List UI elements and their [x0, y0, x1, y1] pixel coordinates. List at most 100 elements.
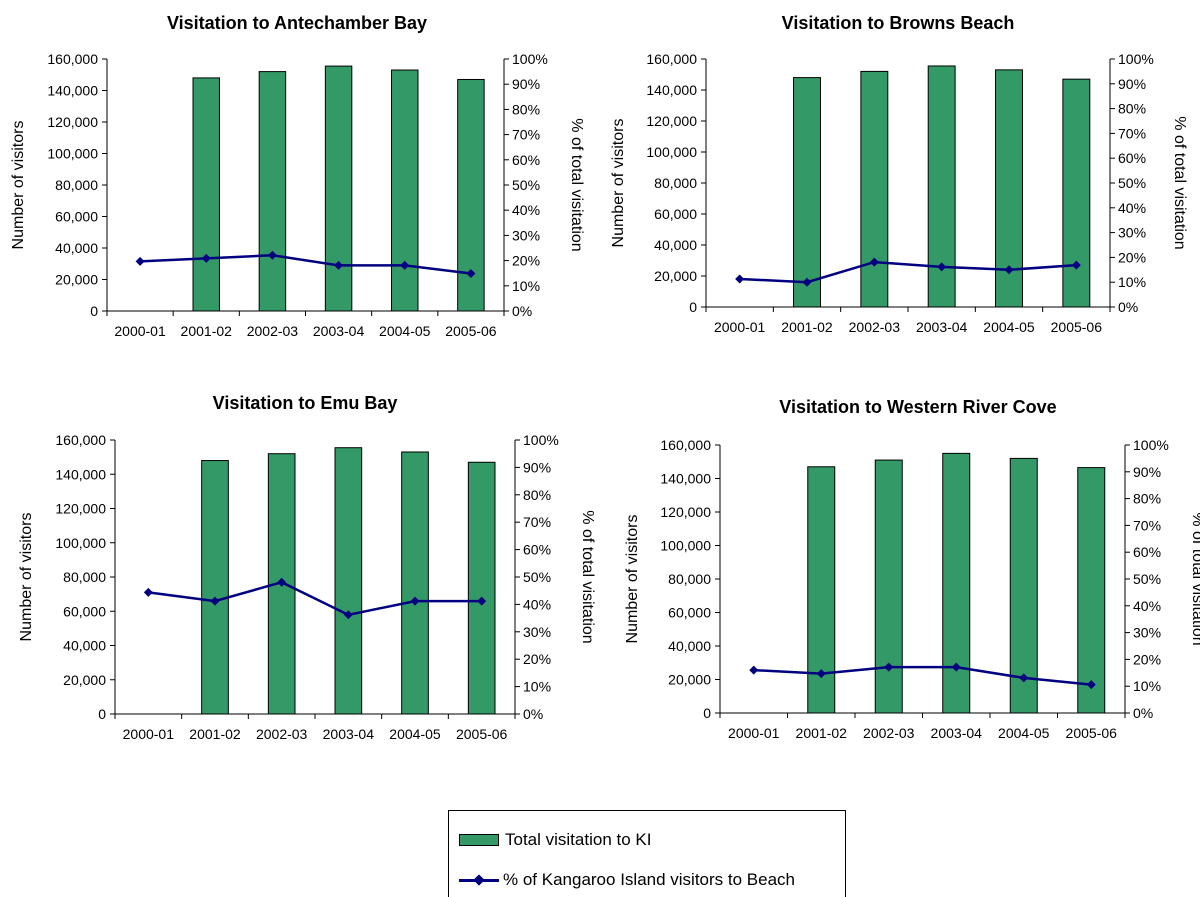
- y2-tick-label: 10%: [512, 278, 540, 294]
- line-point: [749, 665, 759, 675]
- y-tick-label: 80,000: [55, 177, 98, 193]
- x-tick-label: 2005-06: [445, 323, 497, 339]
- y-tick-label: 160,000: [55, 432, 106, 448]
- bar: [201, 460, 229, 715]
- y2-tick-label: 0%: [1118, 299, 1138, 315]
- y2-tick-label: 10%: [523, 679, 551, 695]
- y2-tick-label: 20%: [523, 651, 551, 667]
- line-point: [951, 662, 961, 672]
- line-point: [143, 587, 153, 597]
- x-tick-label: 2000-01: [714, 319, 766, 335]
- y-tick-label: 0: [90, 303, 98, 319]
- line-point: [400, 260, 410, 270]
- y-tick-label: 100,000: [646, 144, 697, 160]
- y2-tick-label: 20%: [512, 253, 540, 269]
- line-point: [1071, 260, 1081, 270]
- line-point: [466, 268, 476, 278]
- chart-panel-1: Visitation to Antechamber Bay 0 20,000 40,0…: [10, 13, 585, 339]
- line-point: [267, 250, 277, 260]
- y-tick-label: 160,000: [47, 51, 98, 67]
- y-tick-label: 0: [689, 299, 697, 315]
- line-point: [201, 253, 211, 263]
- y-axis-label: Number of visitors: [18, 513, 35, 642]
- y2-tick-label: 40%: [1118, 200, 1146, 216]
- x-tick-label: 2002-03: [863, 725, 915, 741]
- line-point: [735, 274, 745, 284]
- line-point: [343, 610, 353, 620]
- bar: [942, 452, 971, 714]
- y2-tick-label: 0%: [1133, 705, 1153, 721]
- legend-item-line: % of Kangaroo Island visitors to Beach: [459, 868, 795, 892]
- y2-tick-label: 50%: [1133, 571, 1161, 587]
- x-tick-label: 2001-02: [189, 726, 241, 742]
- line-point: [277, 577, 287, 587]
- line-point: [1086, 680, 1096, 690]
- y-axis-label: Number of visitors: [624, 515, 641, 644]
- y-tick-label: 40,000: [654, 237, 697, 253]
- legend-line-label: % of Kangaroo Island visitors to Beach: [503, 870, 795, 889]
- series-line: [753, 665, 1092, 686]
- y2-tick-label: 70%: [512, 127, 540, 143]
- y2-tick-label: 30%: [1118, 225, 1146, 241]
- series-line: [148, 580, 482, 617]
- y2-tick-label: 60%: [1133, 544, 1161, 560]
- line-point: [1004, 265, 1014, 275]
- y2-tick-label: 60%: [1118, 150, 1146, 166]
- y2-tick-label: 100%: [523, 432, 559, 448]
- y2-axis-label: % of total visitation: [568, 118, 585, 251]
- y-tick-label: 20,000: [668, 672, 711, 688]
- y-tick-label: 140,000: [47, 83, 98, 99]
- bar: [467, 461, 496, 715]
- y2-tick-label: 10%: [1118, 274, 1146, 290]
- y-tick-label: 100,000: [660, 538, 711, 554]
- x-tick-label: 2004-05: [379, 323, 431, 339]
- y-tick-label: 20,000: [63, 672, 106, 688]
- bar-swatch-icon: [459, 834, 499, 846]
- x-tick-label: 2002-03: [247, 323, 299, 339]
- y2-tick-label: 30%: [512, 227, 540, 243]
- legend-bar-label: Total visitation to KI: [505, 830, 652, 849]
- y2-tick-label: 40%: [523, 596, 551, 612]
- line-point: [802, 277, 812, 287]
- y2-tick-label: 80%: [1118, 101, 1146, 117]
- y-tick-label: 120,000: [660, 504, 711, 520]
- series-line: [739, 260, 1077, 284]
- x-tick-label: 2003-04: [313, 323, 365, 339]
- x-tick-label: 2004-05: [389, 726, 441, 742]
- y-axis-label: Number of visitors: [610, 119, 627, 248]
- x-tick-label: 2000-01: [114, 323, 166, 339]
- line-point: [816, 669, 826, 679]
- y-tick-label: 140,000: [55, 466, 106, 482]
- x-tick-label: 2002-03: [849, 319, 901, 335]
- chart-title: Visitation to Western River Cove: [779, 397, 1056, 417]
- x-tick-label: 2003-04: [916, 319, 968, 335]
- y2-tick-label: 70%: [1118, 125, 1146, 141]
- line-point: [869, 257, 879, 267]
- y2-tick-label: 70%: [1133, 517, 1161, 533]
- y2-tick-label: 50%: [523, 569, 551, 585]
- x-tick-label: 2003-04: [931, 725, 983, 741]
- y2-tick-label: 20%: [1118, 249, 1146, 265]
- bar: [324, 65, 353, 312]
- line-point: [1019, 673, 1029, 683]
- line-point: [334, 260, 344, 270]
- y-tick-label: 80,000: [654, 175, 697, 191]
- y-tick-label: 80,000: [63, 569, 106, 585]
- bar: [1077, 467, 1106, 714]
- y-tick-label: 20,000: [654, 268, 697, 284]
- y-tick-label: 40,000: [63, 638, 106, 654]
- bar: [874, 459, 903, 714]
- y2-tick-label: 60%: [523, 542, 551, 558]
- y-tick-label: 40,000: [55, 240, 98, 256]
- y2-tick-label: 80%: [1133, 491, 1161, 507]
- y-tick-label: 160,000: [646, 51, 697, 67]
- y-tick-label: 0: [98, 706, 106, 722]
- y2-tick-label: 80%: [512, 101, 540, 117]
- chart-title: Visitation to Emu Bay: [213, 393, 398, 413]
- bar: [1062, 78, 1091, 308]
- y-tick-label: 60,000: [668, 605, 711, 621]
- y2-tick-label: 30%: [523, 624, 551, 640]
- y2-tick-label: 100%: [512, 51, 548, 67]
- y-tick-label: 0: [703, 705, 711, 721]
- y2-axis-label: % of total visitation: [1171, 116, 1188, 249]
